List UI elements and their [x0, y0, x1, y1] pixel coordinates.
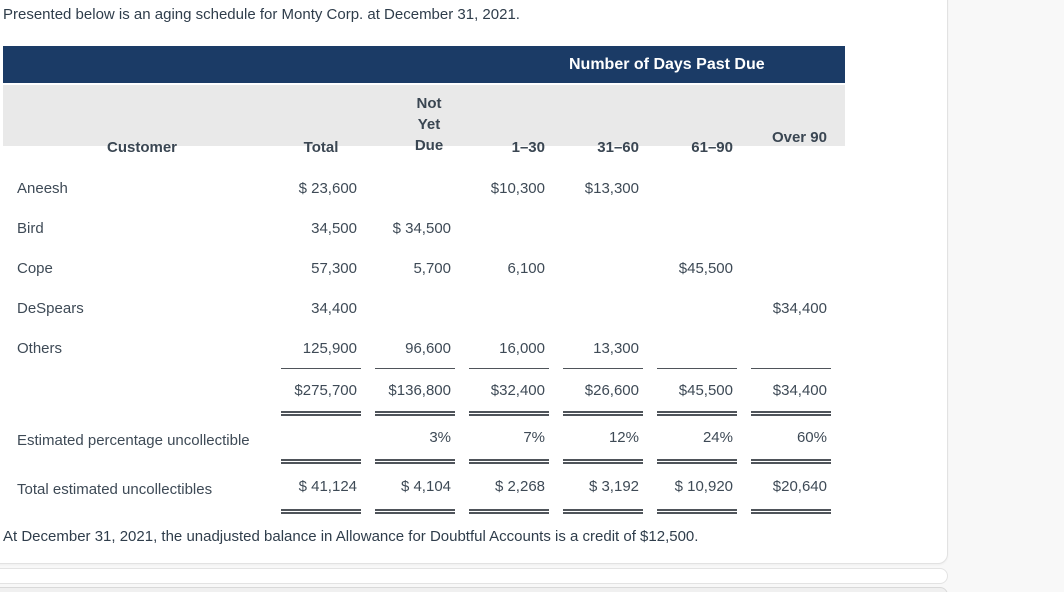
pct-1-30: 7% — [469, 416, 549, 464]
amount-1-30: $10,300 — [490, 179, 545, 197]
col-header-customer: Customer — [106, 139, 177, 156]
total-total: $275,700 — [281, 368, 361, 416]
customer-row-bird: Bird 34,500 $ 34,500 — [17, 208, 831, 248]
pct-31-60: 12% — [563, 416, 643, 464]
amount-total: $ 23,600 — [298, 179, 357, 197]
amount-1-30 — [469, 208, 549, 248]
total-61-90: $45,500 — [657, 368, 737, 416]
amount-not-yet-due: $ 34,500 — [392, 219, 451, 237]
amount-not-yet-due: 96,600 — [405, 339, 451, 357]
uncollectible-over-90: $20,640 — [751, 464, 831, 514]
amount-total: 34,500 — [311, 219, 357, 237]
amount-31-60: 13,300 — [593, 339, 639, 357]
col-header-31-60: 31–60 — [597, 139, 639, 156]
amount-over-90 — [751, 328, 831, 368]
amount-31-60: $13,300 — [584, 179, 639, 197]
pct-61-90: 24% — [657, 416, 737, 464]
total-not-yet-due: $136,800 — [375, 368, 455, 416]
amount-over-90: $34,400 — [772, 299, 827, 317]
col-header-total: Total — [303, 139, 339, 156]
uncollectible-not-yet-due: $ 4,104 — [375, 464, 455, 514]
customer-name: Aneesh — [17, 179, 68, 197]
uncollectible-61-90: $ 10,920 — [657, 464, 737, 514]
amount-61-90 — [657, 288, 737, 328]
aging-table: Customer Total Not Yet Due 1–30 31–60 61… — [3, 85, 845, 514]
amount-31-60 — [563, 248, 643, 288]
customer-row-cope: Cope 57,300 5,700 6,100 $45,500 — [17, 248, 831, 288]
customer-row-despears: DeSpears 34,400 $34,400 — [17, 288, 831, 328]
days-past-due-banner: Number of Days Past Due — [3, 46, 845, 83]
collapsed-section-bar — [0, 587, 948, 592]
amount-61-90 — [657, 208, 737, 248]
banner-title: Number of Days Past Due — [569, 55, 765, 73]
amount-over-90 — [751, 168, 831, 208]
customer-name: Bird — [17, 219, 44, 237]
col-header-not-yet-due: Not Yet Due — [414, 95, 444, 154]
customer-name: DeSpears — [17, 299, 84, 317]
pct-over-90: 60% — [751, 416, 831, 464]
note-text: At December 31, 2021, the unadjusted bal… — [3, 528, 699, 545]
customer-row-aneesh: Aneesh $ 23,600 $10,300 $13,300 — [17, 168, 831, 208]
col-header-61-90: 61–90 — [691, 139, 733, 156]
aging-schedule: Number of Days Past Due Customer Total N… — [3, 46, 845, 514]
amount-31-60 — [563, 208, 643, 248]
amount-not-yet-due — [375, 168, 455, 208]
row-label — [17, 368, 267, 416]
amount-1-30: 6,100 — [507, 259, 545, 277]
amount-total: 57,300 — [311, 259, 357, 277]
percentage-row: Estimated percentage uncollectible 3% 7%… — [17, 416, 831, 464]
column-header-background — [3, 85, 845, 146]
uncollectible-total: $ 41,124 — [281, 464, 361, 514]
amount-total: 34,400 — [311, 299, 357, 317]
totals-row: $275,700 $136,800 $32,400 $26,600 $45,50… — [17, 368, 831, 416]
col-header-over-90: Over 90 — [771, 129, 827, 146]
amount-31-60 — [563, 288, 643, 328]
col-header-1-30: 1–30 — [511, 139, 545, 156]
uncollectible-31-60: $ 3,192 — [563, 464, 643, 514]
amount-over-90 — [751, 248, 831, 288]
amount-61-90 — [657, 328, 737, 368]
amount-61-90: $45,500 — [678, 259, 733, 277]
amount-1-30 — [469, 288, 549, 328]
uncollectibles-row: Total estimated uncollectibles $ 41,124 … — [17, 464, 831, 514]
pct-total — [281, 416, 361, 464]
total-31-60: $26,600 — [563, 368, 643, 416]
row-label: Estimated percentage uncollectible — [17, 431, 250, 449]
customer-name: Cope — [17, 259, 53, 277]
customer-name: Others — [17, 339, 63, 357]
column-header-row: Customer Total Not Yet Due 1–30 31–60 61… — [17, 85, 831, 168]
amount-total: 125,900 — [302, 339, 357, 357]
customer-row-others: Others 125,900 96,600 16,000 13,300 — [17, 328, 831, 368]
problem-intro-text: Presented below is an aging schedule for… — [3, 6, 520, 23]
amount-not-yet-due: 5,700 — [413, 259, 451, 277]
total-1-30: $32,400 — [469, 368, 549, 416]
next-section-card — [0, 568, 948, 584]
total-over-90: $34,400 — [751, 368, 831, 416]
amount-1-30: 16,000 — [499, 339, 545, 357]
pct-not-yet-due: 3% — [375, 416, 455, 464]
amount-over-90 — [751, 208, 831, 248]
row-label: Total estimated uncollectibles — [17, 480, 213, 498]
amount-61-90 — [657, 168, 737, 208]
amount-not-yet-due — [375, 288, 455, 328]
uncollectible-1-30: $ 2,268 — [469, 464, 549, 514]
